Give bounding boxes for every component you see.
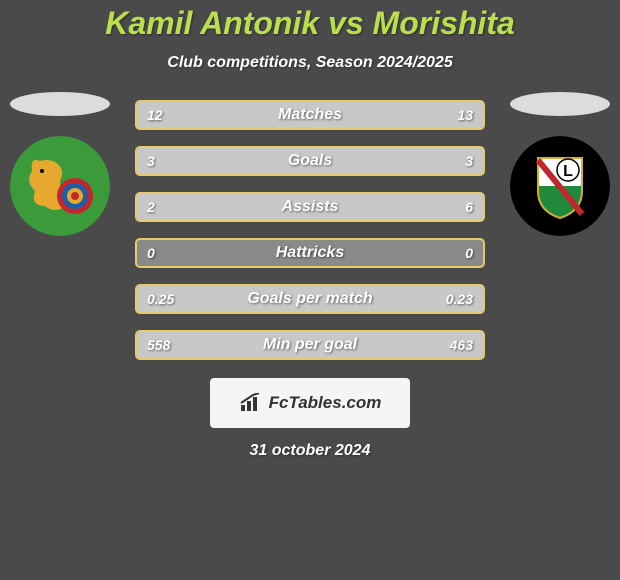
footer-logo-text: FcTables.com [269, 393, 382, 413]
stat-row: 0.250.23Goals per match [135, 284, 485, 314]
club-badge-left-svg [10, 136, 110, 236]
player2-avatar-placeholder [510, 92, 610, 116]
stat-row: 1213Matches [135, 100, 485, 130]
stat-row: 26Assists [135, 192, 485, 222]
player1-avatar-placeholder [10, 92, 110, 116]
stat-label: Assists [137, 194, 483, 220]
footer-date: 31 october 2024 [0, 442, 620, 460]
stat-row: 33Goals [135, 146, 485, 176]
title-player2: Morishita [373, 5, 515, 41]
stat-label: Min per goal [137, 332, 483, 358]
stat-label: Goals [137, 148, 483, 174]
svg-text:L: L [563, 163, 573, 180]
comparison-card: Kamil Antonik vs Morishita Club competit… [0, 0, 620, 580]
chart-icon [239, 393, 263, 413]
player2-club-badge: L [510, 136, 610, 236]
stat-label: Goals per match [137, 286, 483, 312]
stats-area: L 1213Matches 33Goals 26Assists 00Hattricks… [0, 100, 620, 360]
stat-label: Hattricks [137, 240, 483, 266]
stat-row: 558463Min per goal [135, 330, 485, 360]
stat-rows: 1213Matches 33Goals 26Assists 00Hattricks 0.… [135, 100, 485, 360]
stat-label: Matches [137, 102, 483, 128]
player1-club-badge [10, 136, 110, 236]
subtitle: Club competitions, Season 2024/2025 [0, 54, 620, 72]
club-badge-right-svg: L [510, 136, 610, 236]
page-title: Kamil Antonik vs Morishita [0, 5, 620, 42]
player1-column [10, 92, 110, 236]
footer-logo: FcTables.com [210, 378, 410, 428]
title-player1: Kamil Antonik [105, 5, 319, 41]
title-vs: vs [328, 5, 364, 41]
stat-row: 00Hattricks [135, 238, 485, 268]
player2-column: L [510, 92, 610, 236]
